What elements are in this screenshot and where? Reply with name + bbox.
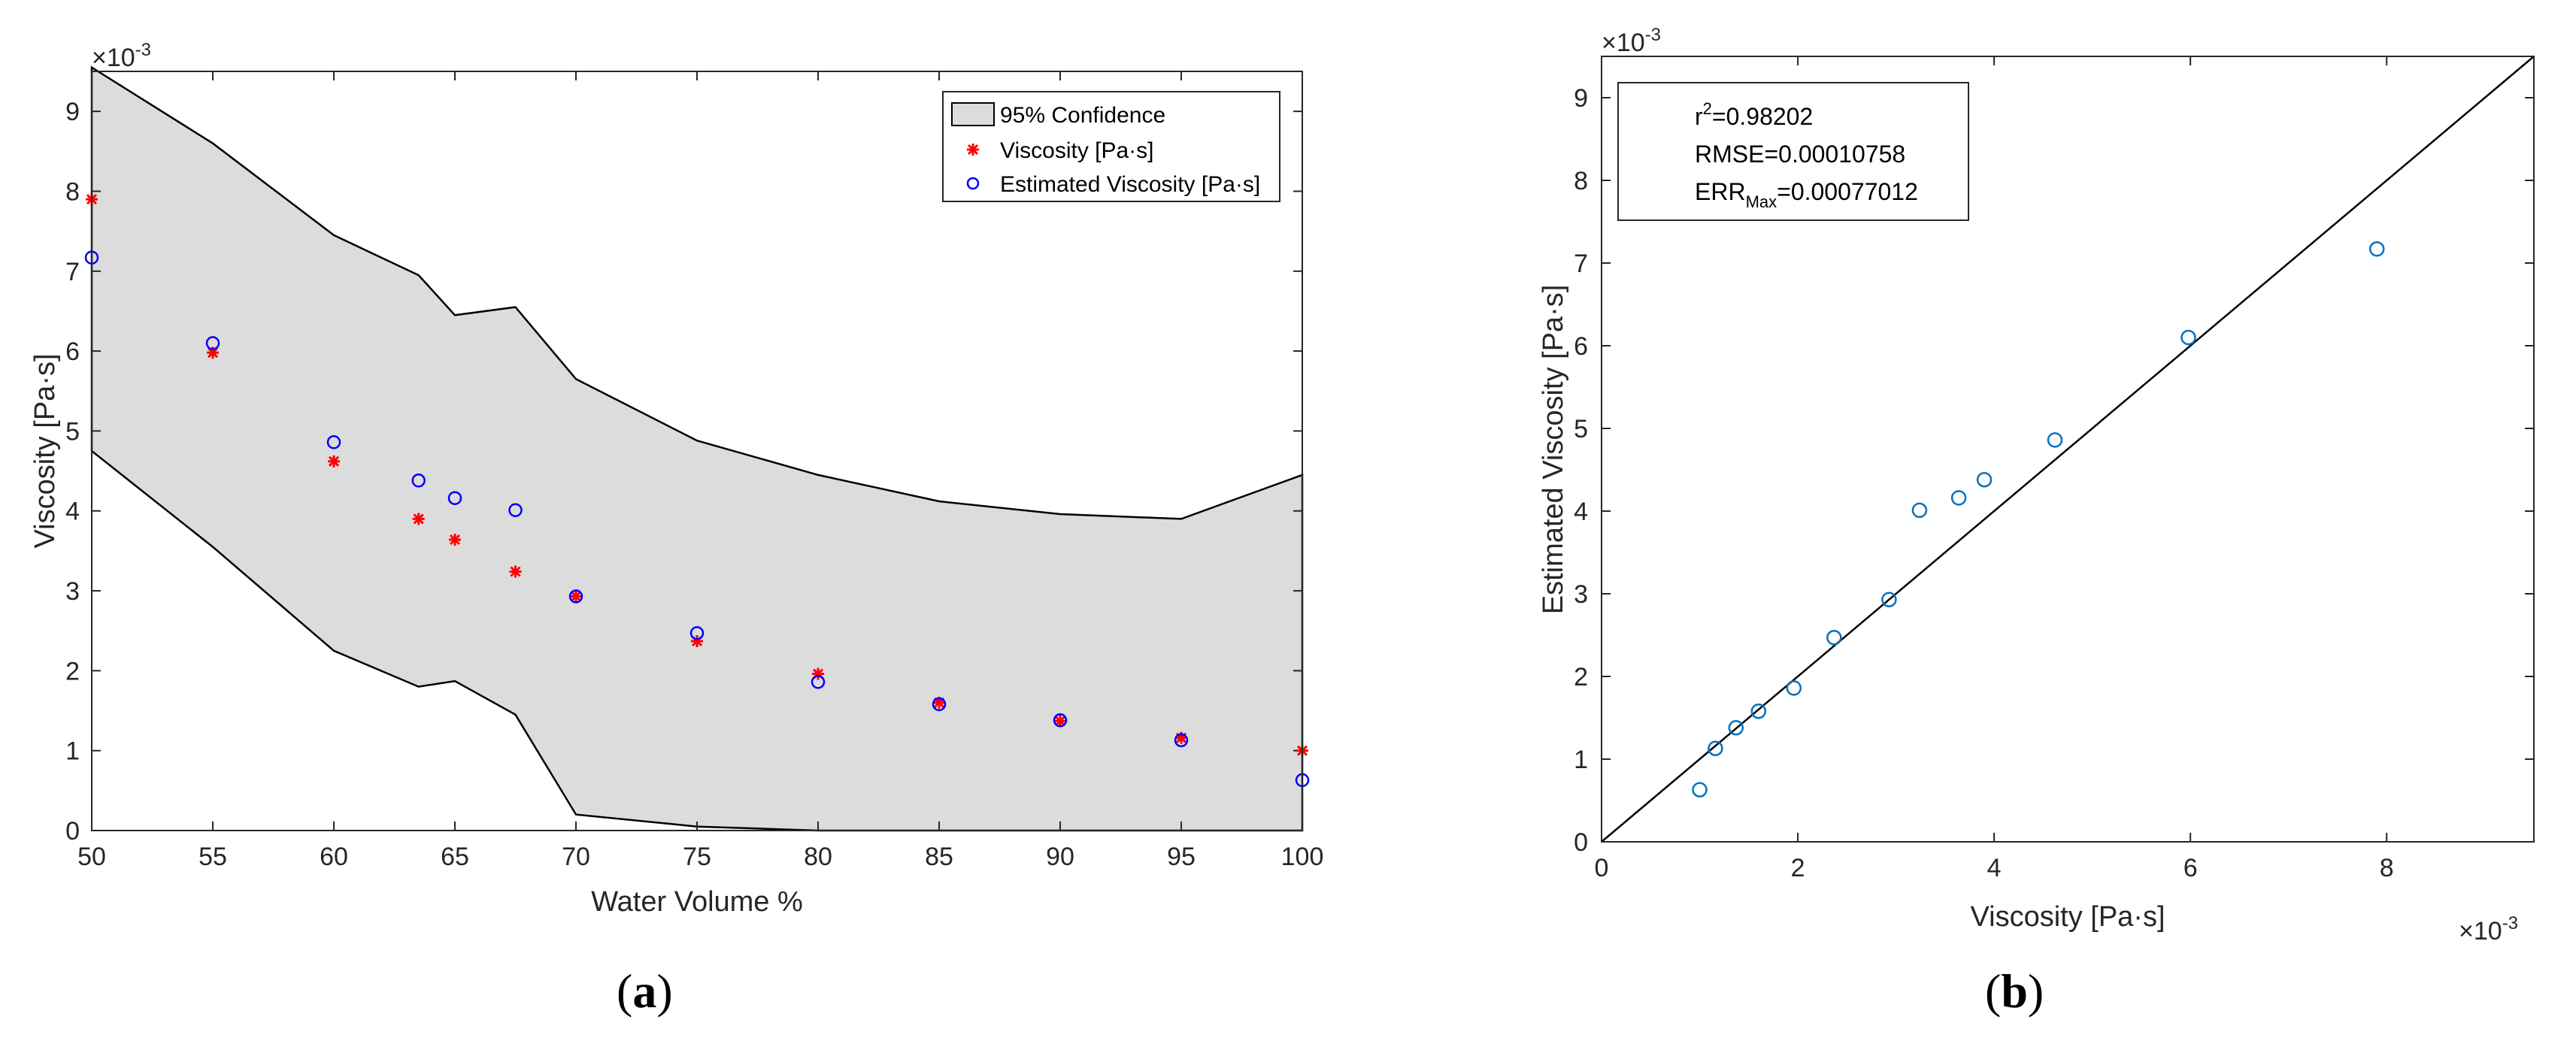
chart-a-ylabel: Viscosity [Pa·s]: [29, 353, 61, 548]
estimate-vs-measured-point: [1950, 490, 1967, 506]
estimate-vs-measured-point: [2181, 329, 2196, 346]
chart-a-xtick-label: 80: [804, 843, 832, 871]
chart-a-ytick-label: 4: [65, 498, 80, 526]
chart-b-ytick-label: 0: [1574, 828, 1588, 857]
chart-a-legend-box: [942, 91, 1280, 202]
chart-a-xtick-label: 55: [199, 843, 227, 871]
chart-a-xtick-label: 60: [320, 843, 348, 871]
chart-b-y-multiplier: ×10-3: [1602, 25, 1661, 57]
chart-b-ytick-label: 3: [1574, 580, 1588, 609]
chart-b-reference-line: [1601, 56, 2535, 843]
estimate-vs-measured-point: [1750, 703, 1767, 719]
estimate-vs-measured-point: [1786, 680, 1802, 696]
chart-b-ytick-label: 4: [1574, 498, 1588, 526]
legend-estimated-label: Estimated Viscosity [Pa·s]: [1000, 172, 1260, 197]
chart-b-xlabel: Viscosity [Pa·s]: [1970, 901, 2165, 933]
viscosity-point: [1054, 715, 1066, 728]
chart-b-ytick-label: 1: [1574, 746, 1588, 774]
chart-a-ytick-label: 2: [65, 657, 80, 685]
estimated-viscosity-point: [205, 336, 220, 350]
legend-confidence-label: 95% Confidence: [1000, 103, 1165, 128]
chart-a-ytick-label: 6: [65, 337, 80, 366]
chart-a-xlabel: Water Volume %: [591, 886, 803, 918]
chart-a-ytick-label: 9: [65, 98, 80, 126]
estimated-viscosity-point: [411, 474, 426, 488]
estimate-vs-measured-point: [2047, 432, 2063, 448]
chart-a-y-multiplier: ×10-3: [92, 40, 151, 72]
estimate-vs-measured-point: [1692, 782, 1708, 797]
chart-a-ticks: 50 55 60 65 70 75 80 85 90 95 100 0 1 2 3 4 5 6 7 8 9: [65, 71, 1323, 871]
chart-b-xtick-label: 6: [2184, 854, 2198, 882]
chart-b-axes-box: [1601, 56, 2535, 843]
estimated-viscosity-point: [811, 675, 826, 689]
chart-b-ytick-label: 2: [1574, 663, 1588, 691]
chart-b-ytick-label: 6: [1574, 332, 1588, 361]
chart-a-xtick-label: 50: [77, 843, 106, 871]
estimated-viscosity-point: [508, 503, 523, 517]
panel-b-label: (b): [1985, 964, 2044, 1018]
viscosity-point: [449, 534, 461, 546]
chart-a-points: [84, 193, 1310, 788]
viscosity-point: [412, 513, 425, 525]
chart-a-xtick-label: 95: [1167, 843, 1196, 871]
chart-b-xtick-label: 0: [1595, 854, 1609, 882]
legend-estimated-marker: [966, 177, 980, 190]
chart-a-legend: 95% Confidence Viscosity [Pa·s] Estimate…: [942, 91, 1280, 202]
chart-a-xtick-label: 65: [441, 843, 469, 871]
estimate-vs-measured-point: [1881, 592, 1897, 607]
estimated-viscosity-point: [447, 491, 462, 505]
estimated-viscosity-point: [689, 626, 705, 640]
estimated-viscosity-point: [568, 589, 583, 604]
estimate-vs-measured-point: [1911, 502, 1928, 519]
chart-b-stats-box: r2=0.98202 RMSE=0.00010758 ERRMax=0.0007…: [1617, 82, 1969, 221]
estimated-viscosity-point: [326, 435, 341, 449]
chart-a-xtick-label: 85: [925, 843, 953, 871]
chart-b-xtick-label: 8: [2380, 854, 2394, 882]
chart-b-points: [1692, 241, 2385, 797]
estimated-viscosity-point: [1053, 713, 1068, 728]
estimated-viscosity-point: [1174, 733, 1189, 748]
panel-a-label: (a): [617, 964, 673, 1018]
chart-a-ytick-label: 5: [65, 417, 80, 446]
chart-b-ylabel: Estimated Viscosity [Pa·s]: [1538, 285, 1569, 615]
chart-a-axes-box: [91, 71, 1303, 831]
estimate-vs-measured-point: [1976, 471, 1993, 488]
chart-b-ytick-label: 7: [1574, 250, 1588, 278]
viscosity-point: [207, 346, 219, 359]
chart-a-ytick-label: 3: [65, 577, 80, 606]
viscosity-point: [509, 565, 522, 578]
chart-b-stats-border: [1617, 82, 1969, 221]
estimate-vs-measured-point: [1728, 719, 1744, 736]
chart-b-xtick-label: 2: [1791, 854, 1805, 882]
legend-confidence-swatch: [951, 102, 995, 126]
chart-b-ytick-label: 5: [1574, 415, 1588, 443]
chart-a-xtick-label: 90: [1046, 843, 1074, 871]
chart-b-ticks: 0 2 4 6 8 0 1 2 3 4 5 6 7 8 9: [1574, 56, 2534, 882]
legend-viscosity-marker: [967, 144, 979, 156]
estimate-vs-measured-point: [1708, 740, 1723, 756]
chart-a-ytick-label: 1: [65, 737, 80, 766]
viscosity-point: [570, 590, 582, 603]
chart-b-xtick-label: 4: [1987, 854, 2002, 882]
chart-a-xtick-label: 75: [683, 843, 711, 871]
estimate-vs-measured-point: [2368, 241, 2385, 257]
estimate-vs-measured-point: [1826, 630, 1842, 646]
chart-b-ytick-label: 8: [1574, 167, 1588, 195]
stat-r-squared: r2=0.98202: [1695, 99, 1813, 130]
chart-b-ytick-label: 9: [1574, 84, 1588, 113]
chart-b: 0 2 4 6 8 0 1 2 3 4 5 6 7 8 9 ×10-3 ×10-3 Viscosity [P…: [1538, 25, 2535, 1018]
estimated-viscosity-point: [932, 697, 947, 712]
chart-a-xtick-label: 70: [562, 843, 590, 871]
chart-a-ytick-label: 7: [65, 258, 80, 286]
stat-err-max: ERRMax=0.00077012: [1695, 178, 1918, 211]
chart-a-ytick-label: 0: [65, 817, 80, 846]
viscosity-point: [328, 455, 340, 468]
chart-b-x-multiplier: ×10-3: [2459, 913, 2518, 946]
legend-viscosity-label: Viscosity [Pa·s]: [1000, 138, 1154, 163]
chart-a-xtick-label: 100: [1281, 843, 1324, 871]
stat-rmse: RMSE=0.00010758: [1695, 141, 1905, 168]
chart-a-ytick-label: 8: [65, 177, 80, 206]
